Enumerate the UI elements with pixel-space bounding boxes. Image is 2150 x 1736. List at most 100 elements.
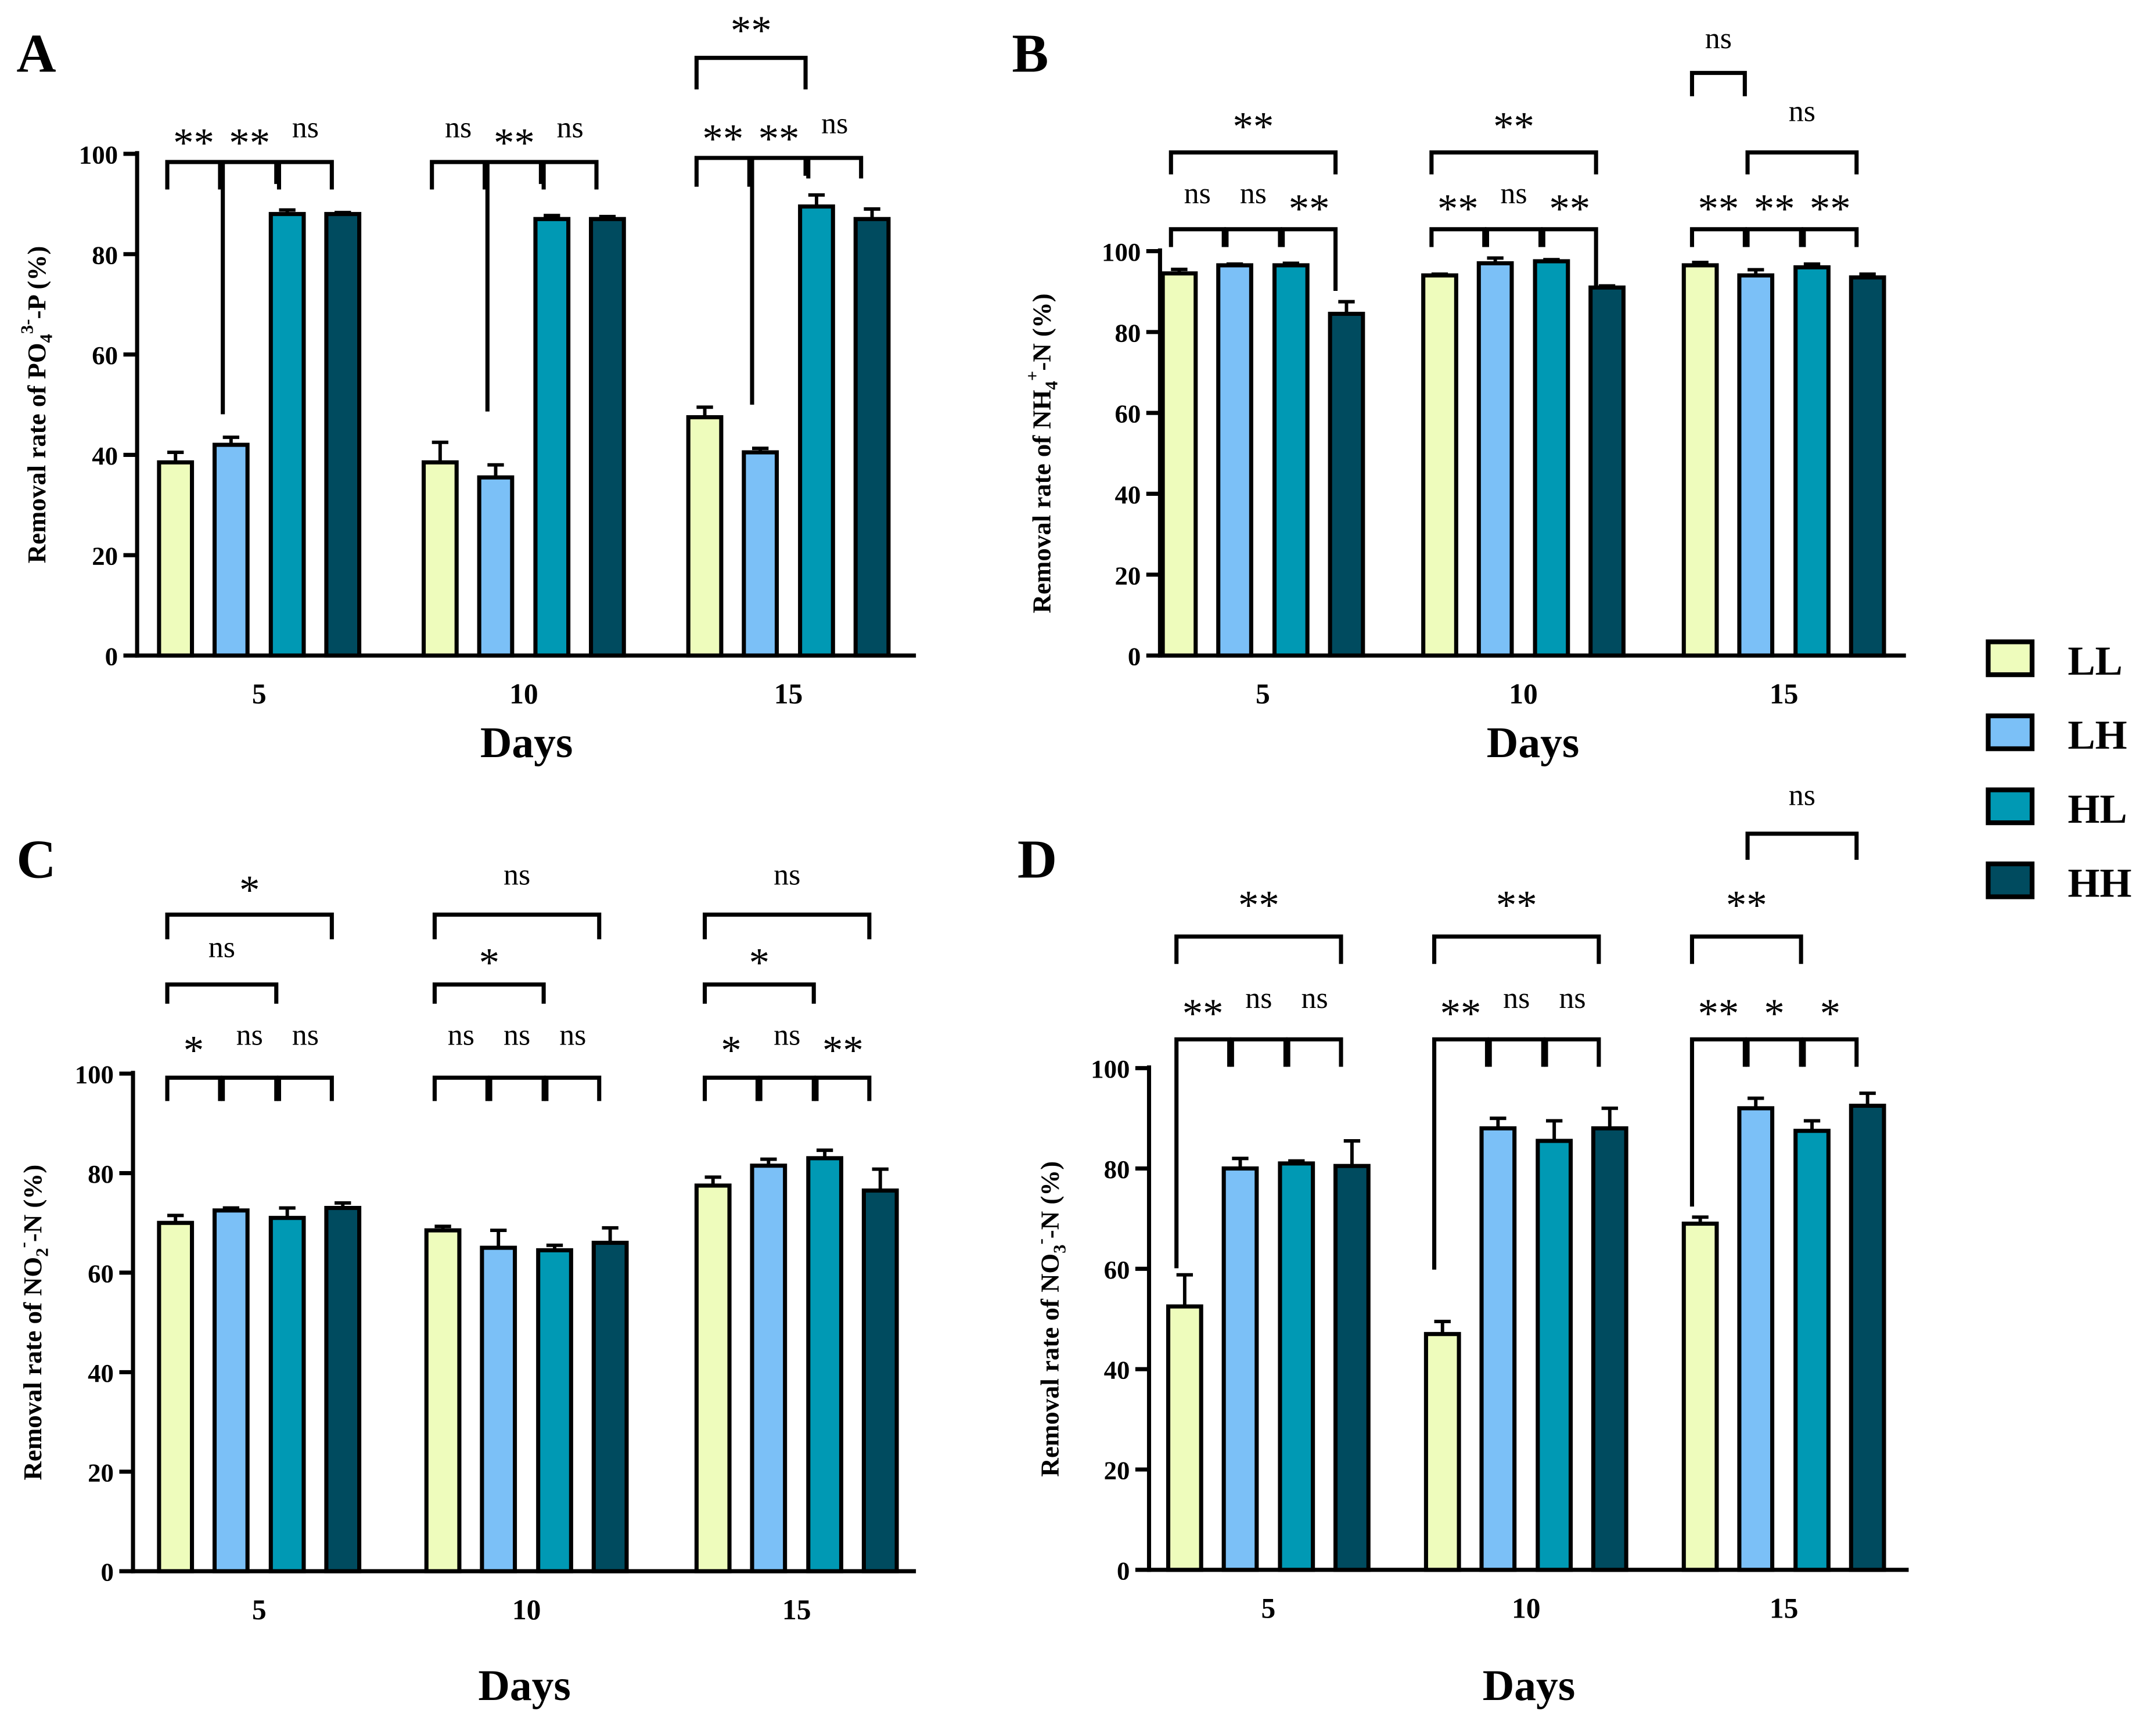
bar-hh-day-10 [591, 1240, 629, 1573]
panel-b: B 0 20 40 60 80 100 5 10 15 Days Removal rate of NH… [1012, 22, 1906, 767]
y-tick-label: 60 [88, 1259, 114, 1288]
significance-label: * [1764, 991, 1784, 1036]
significance-bracket [430, 160, 487, 190]
significance-label: * [749, 941, 770, 986]
bar-hl-day-10 [536, 1248, 573, 1573]
significance-bracket [432, 982, 546, 1004]
y-axis-title-subscript: 2 [33, 1248, 52, 1256]
bar-hh-day-10 [1591, 1126, 1628, 1572]
bar-hl-day-5 [1272, 263, 1310, 658]
y-axis-title-subscript: 4 [1041, 381, 1061, 390]
significance-label: ** [173, 121, 214, 166]
panel-c: C 0 20 40 60 80 100 5 10 15 Days Removal rate of NO… [13, 830, 916, 1710]
significance-bracket [1745, 1037, 1803, 1067]
y-tick-label: 40 [92, 441, 118, 470]
bar-ll-day-10 [1421, 273, 1458, 658]
significance-label: ns [292, 111, 319, 145]
significance-label: ns [1245, 982, 1272, 1015]
significance-bracket [1487, 1037, 1545, 1067]
y-axis-title: Removal rate of NO3--N (%) [1030, 1161, 1069, 1477]
y-tick-label: 80 [1114, 318, 1141, 347]
significance-bracket [1286, 1037, 1343, 1067]
y-tick-label: 20 [1114, 561, 1141, 590]
bar-ll-day-15 [694, 1183, 732, 1573]
y-axis-title-subscript: 4 [37, 334, 56, 343]
y-tick-label: 100 [75, 1060, 114, 1089]
bar-lh-day-15 [1737, 1106, 1775, 1572]
y-axis-title-superscript: - [13, 1242, 33, 1248]
bar-lh-day-5 [1221, 1166, 1259, 1572]
significance-bracket [541, 160, 599, 190]
significance-bracket [702, 912, 872, 939]
y-axis-title-text: -N (%) [1027, 293, 1056, 370]
significance-label: ns [448, 1019, 474, 1052]
y-tick-label: 80 [92, 240, 118, 269]
significance-label: ** [494, 121, 535, 166]
x-tick-label: 10 [509, 678, 538, 710]
y-axis-title: Removal rate of PO43--P (%) [17, 246, 56, 564]
panel-d: D 0 20 40 60 80 100 5 10 15 Days Removal rate of NO… [1018, 779, 1909, 1710]
y-tick-label: 0 [105, 642, 118, 671]
significance-label: ** [758, 117, 800, 162]
significance-bracket [488, 1075, 546, 1101]
significance-bracket [1174, 934, 1343, 964]
bar-hl-day-15 [1793, 1129, 1831, 1572]
significance-bracket [814, 1075, 872, 1101]
y-tick-label: 80 [88, 1159, 114, 1188]
significance-bracket [221, 1075, 279, 1101]
significance-label: ** [1437, 186, 1479, 232]
bar-hh-day-5 [1333, 1164, 1371, 1572]
y-tick-label: 100 [79, 140, 118, 169]
y-tick-label: 60 [1104, 1255, 1130, 1284]
significance-bracket [1745, 831, 1859, 860]
significance-bracket [1689, 934, 1803, 964]
bar-lh-day-15 [750, 1164, 788, 1573]
significance-bracket [1745, 150, 1859, 175]
y-axis-title-text: Removal rate of NO [18, 1257, 47, 1481]
significance-label: ns [1705, 22, 1732, 55]
x-tick-label: 15 [1770, 678, 1799, 710]
significance-bracket [702, 1075, 760, 1101]
significance-label: ns [774, 1019, 800, 1052]
y-axis-title-subscript: 3 [1049, 1244, 1069, 1253]
x-tick-label: 15 [1770, 1592, 1799, 1624]
legend-label: LH [2068, 713, 2127, 758]
bar-ll-day-15 [686, 415, 724, 658]
significance-bracket [1689, 227, 1747, 247]
significance-bracket [485, 160, 543, 412]
significance-label: ns [556, 111, 583, 145]
significance-label: ns [1301, 982, 1328, 1015]
bar-lh-day-15 [742, 450, 779, 658]
bar-lh-day-10 [1476, 261, 1514, 658]
significance-label: ** [731, 8, 772, 53]
significance-bracket [432, 1075, 490, 1101]
significance-label: ** [229, 121, 270, 166]
significance-label: ns [208, 931, 235, 964]
x-tick-label: 15 [782, 1594, 811, 1626]
significance-bracket [758, 1075, 816, 1101]
bar-ll-day-15 [1681, 263, 1719, 658]
significance-label: ns [821, 107, 848, 141]
x-axis-title: Days [480, 719, 573, 767]
panel-label: C [16, 830, 56, 890]
significance-bracket [1432, 934, 1601, 964]
legend-swatch-hl [1986, 787, 2035, 826]
y-tick-label: 40 [1104, 1356, 1130, 1385]
y-axis-title-text: -P (%) [22, 246, 51, 319]
significance-label: ** [1726, 883, 1767, 928]
significance-bracket [1281, 227, 1338, 291]
x-tick-label: 15 [774, 678, 803, 710]
panel-a: A 0 20 40 60 80 100 5 10 15 Days Removal rate of PO… [16, 8, 916, 767]
legend-swatch-hh [1986, 861, 2035, 899]
bar-hh-day-15 [1849, 1103, 1886, 1572]
bar-ll-day-15 [1681, 1222, 1719, 1572]
y-axis-title-superscript: + [1022, 371, 1042, 381]
significance-bracket [1484, 227, 1543, 247]
bar-hl-day-15 [1793, 265, 1831, 658]
bar-lh-day-10 [477, 475, 515, 658]
significance-bracket [1174, 1037, 1232, 1269]
significance-label: ns [504, 1019, 530, 1052]
bar-lh-day-15 [1737, 273, 1775, 658]
bar-lh-day-5 [212, 1208, 250, 1573]
y-axis-title-superscript: 3- [17, 319, 37, 334]
